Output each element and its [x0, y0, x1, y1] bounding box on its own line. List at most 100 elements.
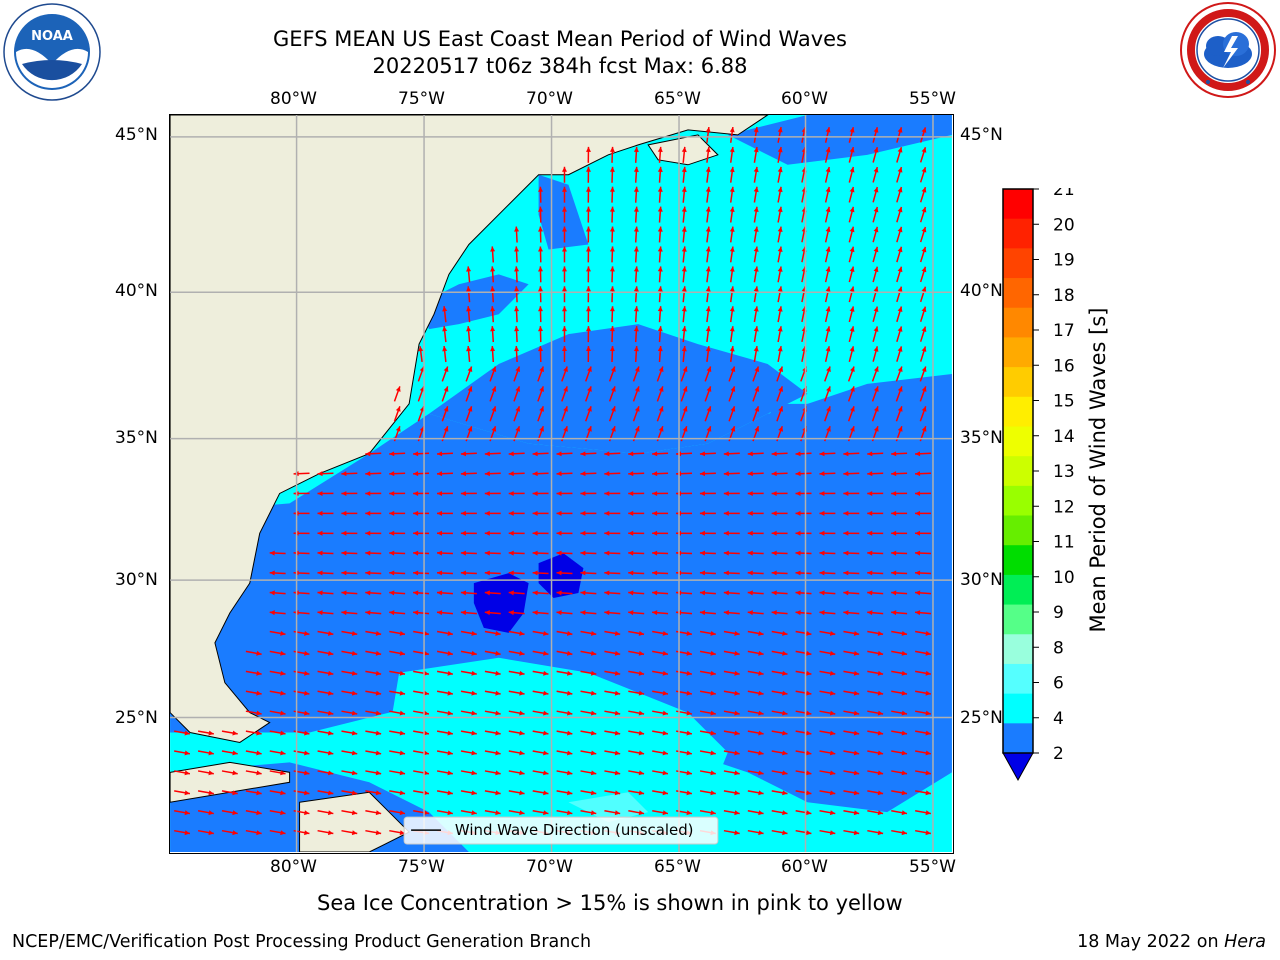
wind-arrow-head: [280, 670, 286, 676]
wind-arrow-head: [901, 830, 907, 836]
wind-arrow-head: [734, 670, 740, 676]
wind-arrow-head: [705, 186, 711, 192]
wind-arrow-head: [280, 650, 286, 656]
wind-arrow-head: [563, 406, 568, 412]
colorbar-block: [1003, 693, 1033, 724]
wind-arrow-head: [662, 810, 668, 816]
wind-arrow-head: [590, 730, 597, 736]
wind-arrow-head: [758, 730, 764, 736]
wind-arrow-head: [901, 750, 907, 756]
colorbar-block: [1003, 307, 1033, 338]
wind-arrow-head: [777, 266, 783, 272]
wind-arrow-head: [580, 471, 586, 477]
colorbar-under-extend: [1002, 752, 1034, 782]
wind-arrow-head: [849, 226, 855, 233]
wind-arrow-head: [563, 366, 568, 372]
wind-arrow-head: [754, 426, 760, 432]
wind-arrow-head: [447, 750, 453, 756]
wind-arrow-head: [705, 246, 711, 252]
wind-arrow-head: [699, 491, 705, 497]
wind-arrow-head: [471, 670, 477, 676]
wind-arrow-head: [537, 266, 543, 272]
wind-arrow-head: [556, 471, 562, 477]
wind-arrow-head: [561, 186, 567, 192]
chart-title: GEFS MEAN US East Coast Mean Period of W…: [273, 27, 847, 51]
wind-arrow-head: [633, 346, 639, 352]
wind-arrow-head: [850, 386, 855, 392]
footer-machine: Hera: [1224, 932, 1266, 952]
colorbar-label: Mean Period of Wind Waves [s]: [1086, 307, 1110, 633]
wind-arrow-head: [730, 426, 736, 432]
wind-arrow-head: [587, 426, 592, 432]
wind-arrow-head: [628, 451, 634, 457]
noaa-logo: NOAA: [3, 3, 101, 101]
wind-arrow-head: [590, 810, 597, 816]
wind-arrow-head: [686, 710, 692, 716]
wind-arrow-head: [519, 770, 525, 776]
bottom-lon-label: 65°W: [654, 857, 701, 877]
wind-arrow-head: [853, 830, 860, 836]
wind-arrow-head: [686, 670, 692, 676]
wind-arrow-head: [375, 750, 382, 756]
left-lat-label: 45°N: [115, 125, 158, 145]
wind-arrow-head: [389, 471, 395, 477]
wind-arrow-head: [681, 346, 687, 352]
wind-arrow-head: [327, 690, 334, 696]
wind-arrow-head: [609, 206, 615, 212]
wind-arrow-head: [829, 830, 836, 836]
wind-arrow-head: [495, 650, 501, 656]
wind-arrow-head: [514, 286, 520, 292]
wind-arrow-head: [897, 127, 903, 133]
wind-arrow-head: [891, 451, 897, 457]
colorbar-tick-label: 9: [1053, 603, 1064, 623]
wind-arrow-head: [532, 530, 538, 536]
top-lon-label: 80°W: [270, 89, 317, 109]
wind-arrow-head: [873, 306, 879, 312]
wind-arrow-head: [915, 491, 921, 497]
wind-arrow-head: [819, 491, 825, 497]
wind-arrow-head: [447, 710, 453, 716]
wind-arrow-head: [901, 790, 907, 796]
left-lat-label: 35°N: [115, 428, 158, 448]
wind-arrow-head: [351, 670, 358, 676]
wind-arrow-head: [437, 570, 443, 576]
wind-arrow-head: [587, 366, 592, 372]
wind-arrow-head: [375, 730, 382, 736]
wind-arrow-head: [351, 690, 358, 696]
wind-arrow-head: [795, 471, 801, 477]
wind-arrow-head: [341, 530, 347, 536]
wind-arrow-head: [537, 286, 543, 292]
colorbar-tick-label: 20: [1053, 215, 1075, 235]
wind-arrow-head: [609, 146, 615, 152]
wind-arrow-head: [609, 286, 615, 292]
wind-arrow-head: [610, 386, 616, 392]
wind-arrow-head: [519, 730, 525, 736]
wind-arrow-head: [877, 670, 884, 676]
wind-arrow-head: [658, 406, 664, 412]
wind-arrow-head: [795, 491, 801, 497]
wind-arrow-head: [897, 346, 903, 352]
wind-arrow-head: [901, 710, 907, 716]
wind-arrow-head: [901, 650, 907, 656]
wind-arrow-head: [806, 710, 812, 716]
wind-arrow-head: [447, 690, 453, 696]
wind-arrow-head: [729, 127, 735, 133]
wind-arrow-head: [849, 147, 855, 153]
wind-arrow-head: [825, 186, 831, 193]
wind-arrow-head: [850, 406, 855, 412]
wind-arrow-head: [184, 730, 190, 736]
wind-arrow-head: [423, 710, 429, 716]
wind-arrow-head: [609, 326, 615, 332]
wind-arrow-head: [867, 570, 873, 576]
wind-arrow-head: [351, 830, 358, 836]
wind-arrow-head: [723, 610, 730, 616]
wind-arrow-head: [915, 451, 921, 457]
wind-arrow-head: [758, 750, 764, 756]
wind-arrow-head: [532, 550, 538, 556]
wind-arrow-head: [843, 570, 849, 576]
wind-arrow-head: [460, 471, 466, 477]
wind-arrow-head: [771, 451, 777, 457]
colorbar-tick-label: 13: [1053, 462, 1075, 482]
wind-arrow-head: [638, 650, 645, 656]
wind-arrow-head: [585, 206, 591, 212]
